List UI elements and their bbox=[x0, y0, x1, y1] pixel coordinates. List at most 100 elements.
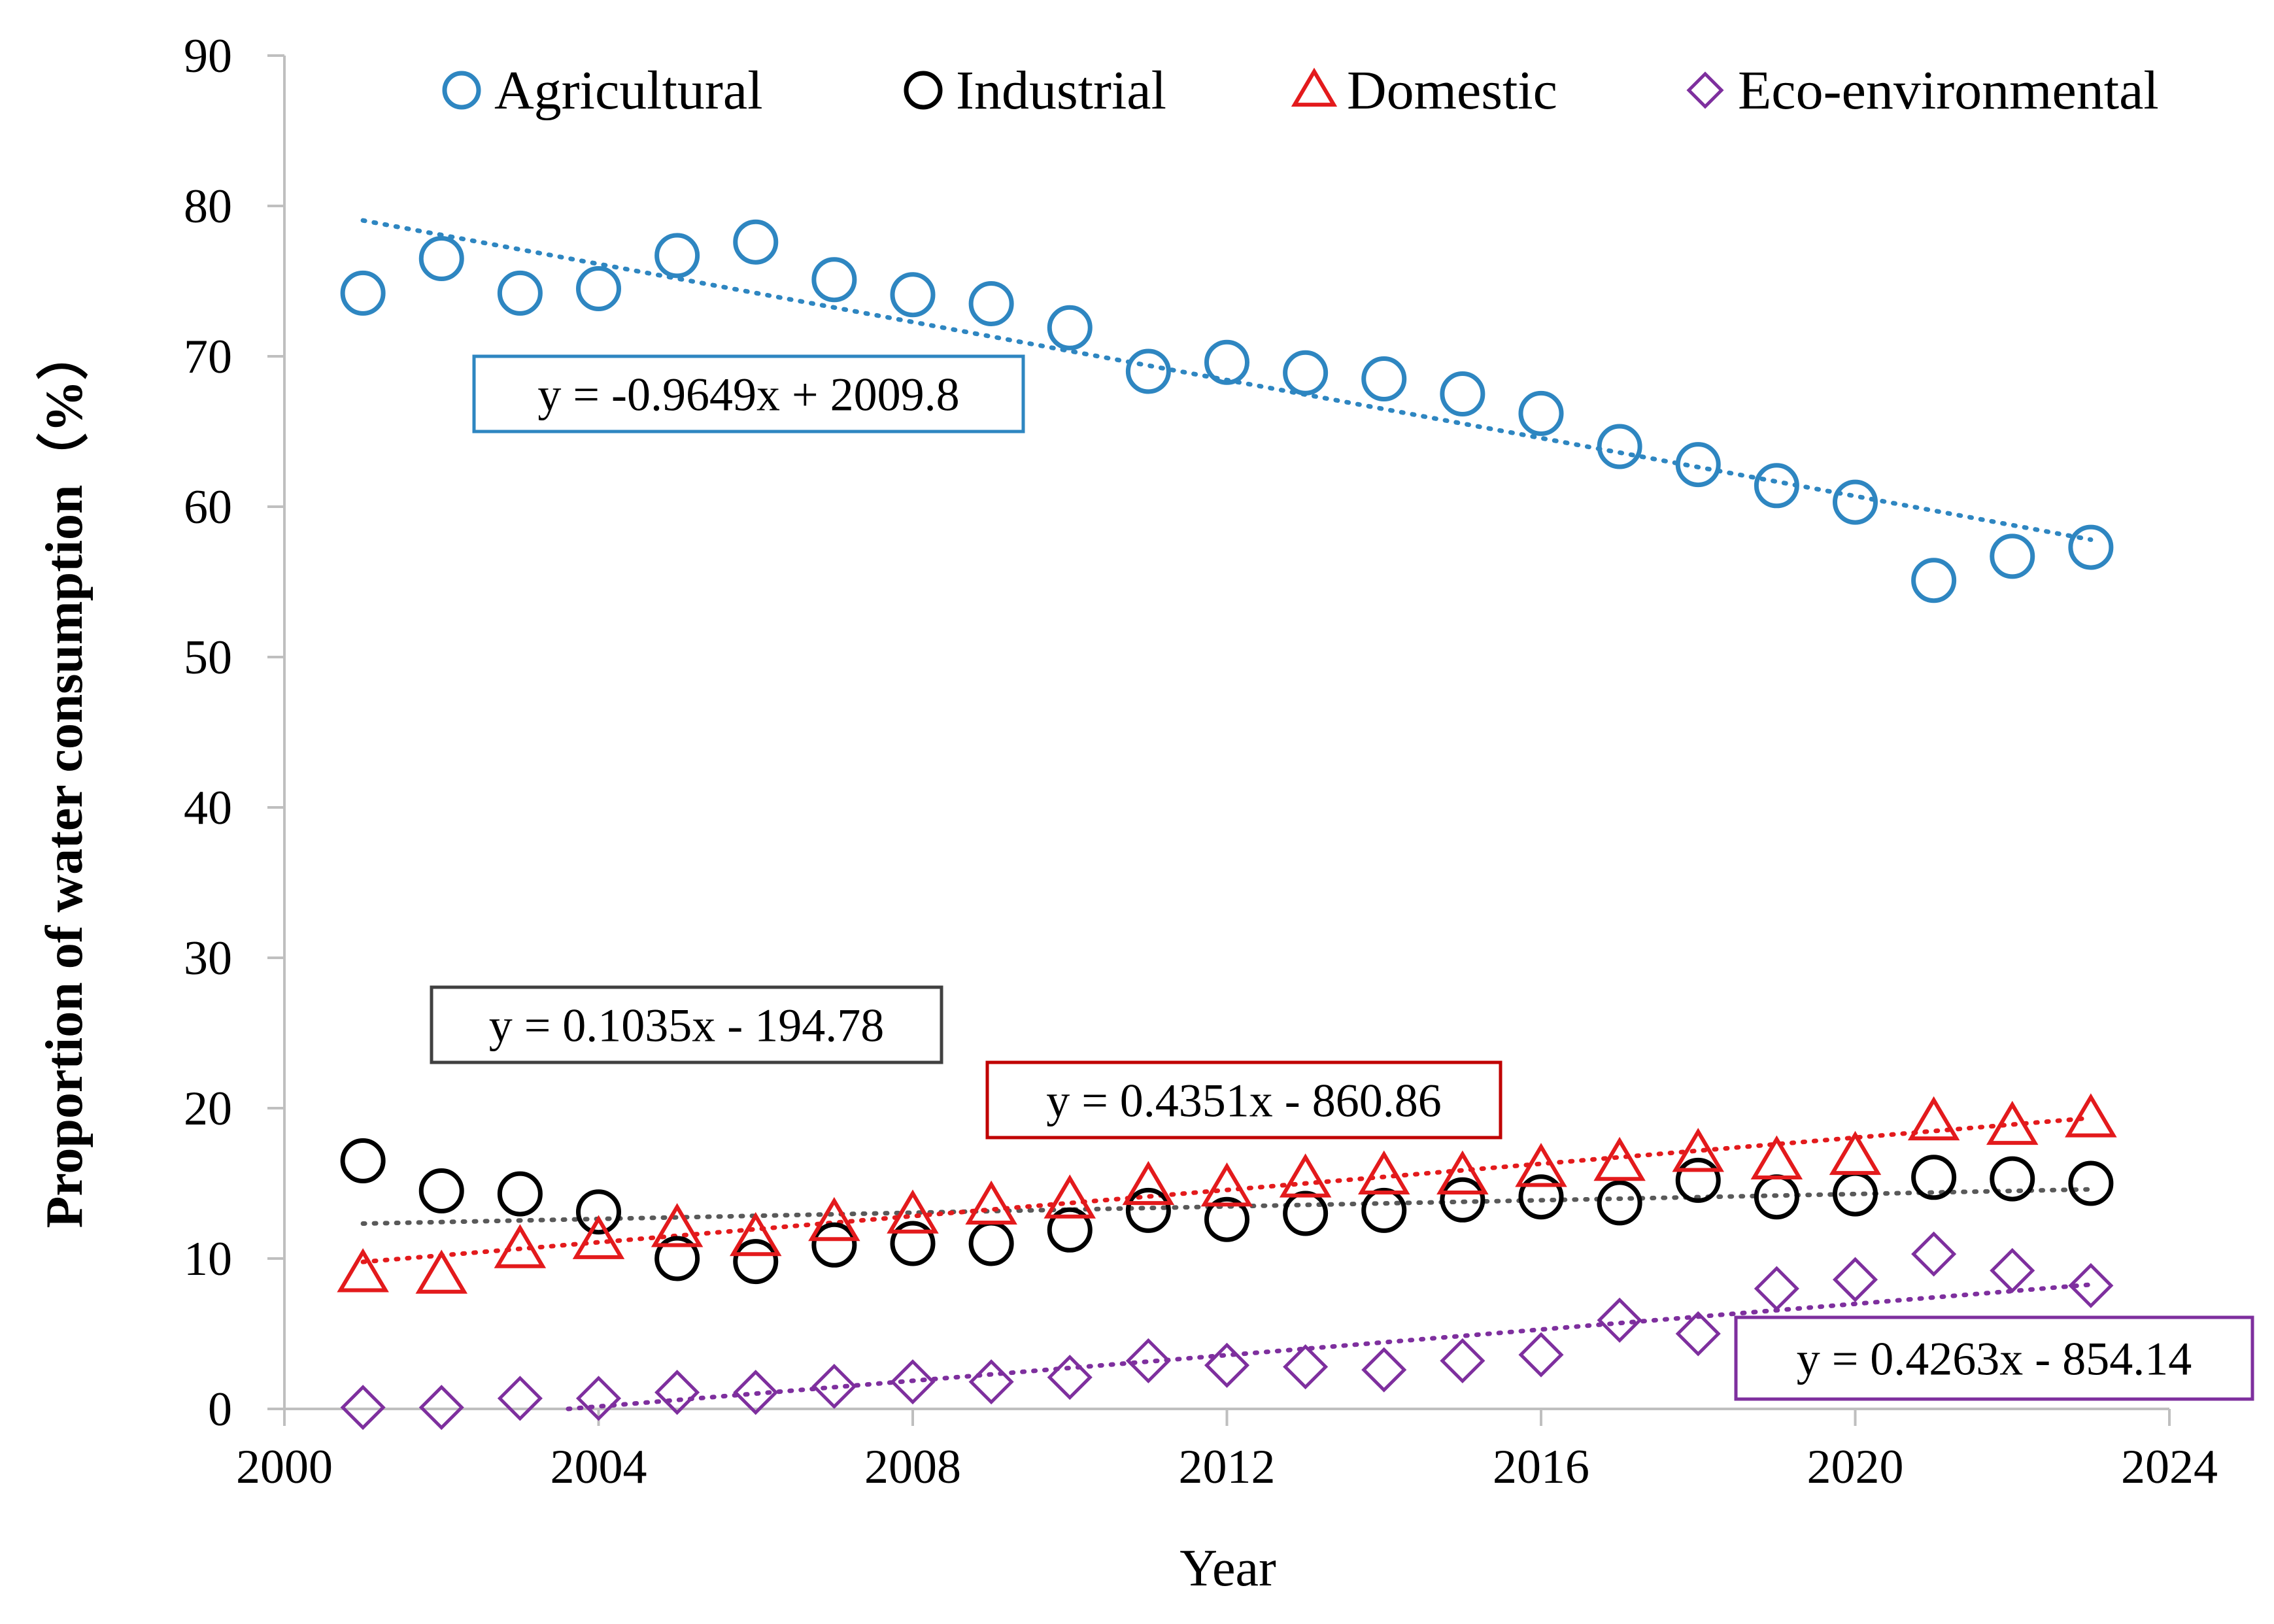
y-tick-label: 70 bbox=[184, 330, 232, 384]
x-tick-label: 2004 bbox=[551, 1440, 647, 1494]
data-point-industrial bbox=[654, 1236, 700, 1281]
data-point-domestic bbox=[1907, 1096, 1960, 1141]
legend-label-eco-environmental: Eco-environmental bbox=[1738, 60, 2159, 121]
equation-text-agricultural: y = -0.9649x + 2009.8 bbox=[537, 369, 959, 421]
y-tick-label: 0 bbox=[208, 1383, 232, 1436]
data-point-eco-environmental bbox=[2068, 1262, 2114, 1308]
y-tick-label: 30 bbox=[184, 932, 232, 985]
data-point-eco-environmental bbox=[497, 1376, 543, 1421]
data-point-industrial bbox=[1283, 1191, 1329, 1236]
data-point-industrial bbox=[1675, 1157, 1721, 1203]
data-point-domestic bbox=[1436, 1150, 1489, 1194]
data-point-eco-environmental bbox=[1125, 1338, 1171, 1383]
data-point-domestic bbox=[1672, 1128, 1725, 1172]
data-point-agricultural bbox=[654, 233, 700, 279]
data-point-industrial bbox=[1440, 1177, 1485, 1223]
equation-box-eco-environmental bbox=[1734, 1315, 2254, 1401]
data-point-eco-environmental bbox=[968, 1359, 1014, 1405]
data-point-domestic bbox=[1593, 1136, 1646, 1181]
data-point-eco-environmental bbox=[418, 1385, 464, 1430]
data-point-domestic bbox=[1515, 1143, 1567, 1187]
data-point-eco-environmental bbox=[733, 1370, 779, 1415]
data-point-agricultural bbox=[733, 219, 779, 265]
data-point-domestic bbox=[1986, 1100, 2039, 1145]
data-point-agricultural bbox=[890, 272, 936, 318]
data-point-agricultural bbox=[497, 270, 543, 316]
x-tick-label: 2024 bbox=[2121, 1440, 2218, 1494]
data-point-domestic bbox=[1044, 1174, 1096, 1219]
data-point-agricultural bbox=[968, 281, 1014, 326]
y-tick-label: 40 bbox=[184, 781, 232, 835]
y-tick-label: 20 bbox=[184, 1082, 232, 1136]
data-point-industrial bbox=[1125, 1187, 1171, 1233]
data-point-eco-environmental bbox=[1911, 1231, 1957, 1277]
y-tick-label: 10 bbox=[184, 1232, 232, 1286]
trendline-domestic bbox=[360, 1115, 2094, 1264]
data-point-agricultural bbox=[1204, 339, 1249, 385]
data-point-agricultural bbox=[1675, 442, 1721, 488]
equation-text-industrial: y = 0.1035x - 194.78 bbox=[489, 1000, 885, 1052]
data-point-eco-environmental bbox=[1990, 1247, 2035, 1293]
data-point-domestic bbox=[337, 1248, 389, 1293]
trendline-eco-environmental bbox=[566, 1282, 2094, 1412]
data-point-eco-environmental bbox=[890, 1359, 936, 1405]
data-point-industrial bbox=[340, 1138, 386, 1183]
data-point-agricultural bbox=[1597, 424, 1642, 469]
data-points bbox=[337, 219, 2117, 1430]
y-axis-title: Proportion of water consumption（%） bbox=[36, 328, 93, 1228]
data-point-industrial bbox=[1990, 1156, 2035, 1202]
data-point-industrial bbox=[1361, 1187, 1407, 1233]
data-point-industrial bbox=[811, 1222, 857, 1268]
y-tick-label: 90 bbox=[184, 29, 232, 83]
data-point-industrial bbox=[1911, 1155, 1957, 1200]
data-point-agricultural bbox=[1047, 305, 1093, 350]
x-tick-label: 2016 bbox=[1493, 1440, 1589, 1494]
data-point-industrial bbox=[1047, 1207, 1093, 1253]
data-point-domestic bbox=[729, 1211, 782, 1257]
data-point-domestic bbox=[808, 1196, 860, 1242]
data-point-industrial bbox=[576, 1189, 621, 1235]
data-point-agricultural bbox=[418, 236, 464, 281]
data-point-domestic bbox=[1279, 1153, 1332, 1198]
data-point-eco-environmental bbox=[575, 1376, 622, 1421]
data-point-agricultural bbox=[1990, 533, 2035, 579]
data-point-eco-environmental bbox=[1597, 1297, 1642, 1343]
data-point-industrial bbox=[890, 1221, 936, 1266]
data-point-eco-environmental bbox=[1047, 1355, 1093, 1400]
data-point-domestic bbox=[1357, 1150, 1410, 1194]
data-point-agricultural bbox=[1911, 558, 1957, 603]
axes: 0 10 20 30 40 50 60 70 80 90 2000 2004 2008 2012 2016 2… bbox=[184, 29, 2218, 1494]
data-point-industrial bbox=[1597, 1180, 1642, 1226]
data-point-domestic bbox=[415, 1249, 468, 1294]
legend: Agricultural Industrial Domestic Eco-enviro… bbox=[442, 60, 2159, 121]
data-point-agricultural bbox=[1754, 463, 1799, 509]
data-point-domestic bbox=[1750, 1135, 1803, 1179]
data-point-eco-environmental bbox=[1283, 1344, 1329, 1390]
data-point-agricultural bbox=[1283, 350, 1329, 396]
data-point-agricultural bbox=[340, 270, 386, 316]
data-point-eco-environmental bbox=[811, 1363, 857, 1410]
equation-text-domestic: y = 0.4351x - 860.86 bbox=[1046, 1075, 1442, 1127]
legend-label-industrial: Industrial bbox=[956, 60, 1166, 121]
data-point-agricultural bbox=[811, 257, 857, 303]
data-point-eco-environmental bbox=[654, 1370, 700, 1415]
data-point-eco-environmental bbox=[1361, 1347, 1407, 1393]
x-tick-label: 2020 bbox=[1807, 1440, 1904, 1494]
legend-marker-industrial bbox=[904, 71, 943, 110]
y-tick-label: 80 bbox=[184, 180, 232, 233]
data-point-agricultural bbox=[1361, 356, 1407, 401]
data-point-agricultural bbox=[2068, 524, 2114, 570]
trendline-industrial bbox=[360, 1187, 2094, 1226]
x-axis-title: Year bbox=[1179, 1540, 1276, 1597]
x-tick-label: 2000 bbox=[236, 1440, 333, 1494]
data-point-eco-environmental bbox=[1675, 1311, 1721, 1357]
data-point-domestic bbox=[887, 1189, 939, 1234]
y-tick-label: 60 bbox=[184, 481, 232, 534]
data-point-domestic bbox=[651, 1203, 704, 1247]
data-point-domestic bbox=[2065, 1093, 2117, 1138]
data-point-domestic bbox=[1829, 1130, 1882, 1176]
data-point-industrial bbox=[733, 1239, 779, 1285]
data-point-agricultural bbox=[1518, 390, 1564, 436]
data-point-eco-environmental bbox=[1754, 1266, 1799, 1311]
